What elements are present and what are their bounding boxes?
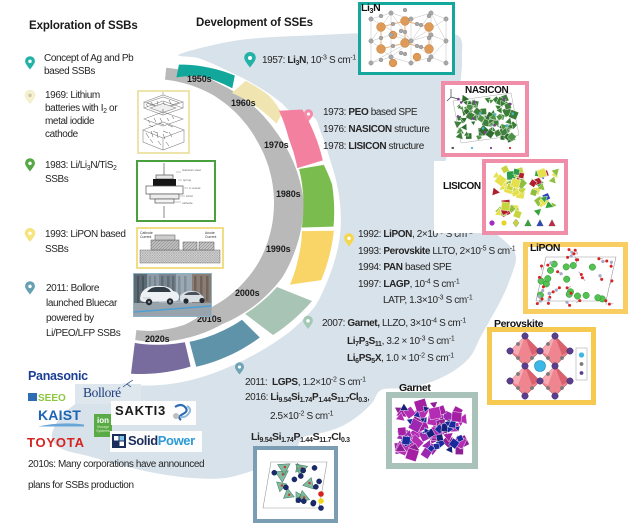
svg-text:spring: spring: [183, 178, 192, 182]
svg-text:Cathode: Cathode: [140, 231, 153, 235]
svg-text:LiI/Al: LiI/Al: [186, 194, 193, 198]
svg-text:Anode: Anode: [205, 231, 215, 235]
svg-text:Current: Current: [205, 235, 216, 239]
svg-text:stainless steel: stainless steel: [182, 168, 201, 172]
svg-text:●: ●: [451, 145, 454, 150]
svg-text:SEEO: SEEO: [38, 393, 66, 403]
svg-text:Li anode: Li anode: [189, 186, 201, 190]
svg-text:Current: Current: [140, 235, 151, 239]
svg-text:cathode: cathode: [182, 201, 193, 205]
